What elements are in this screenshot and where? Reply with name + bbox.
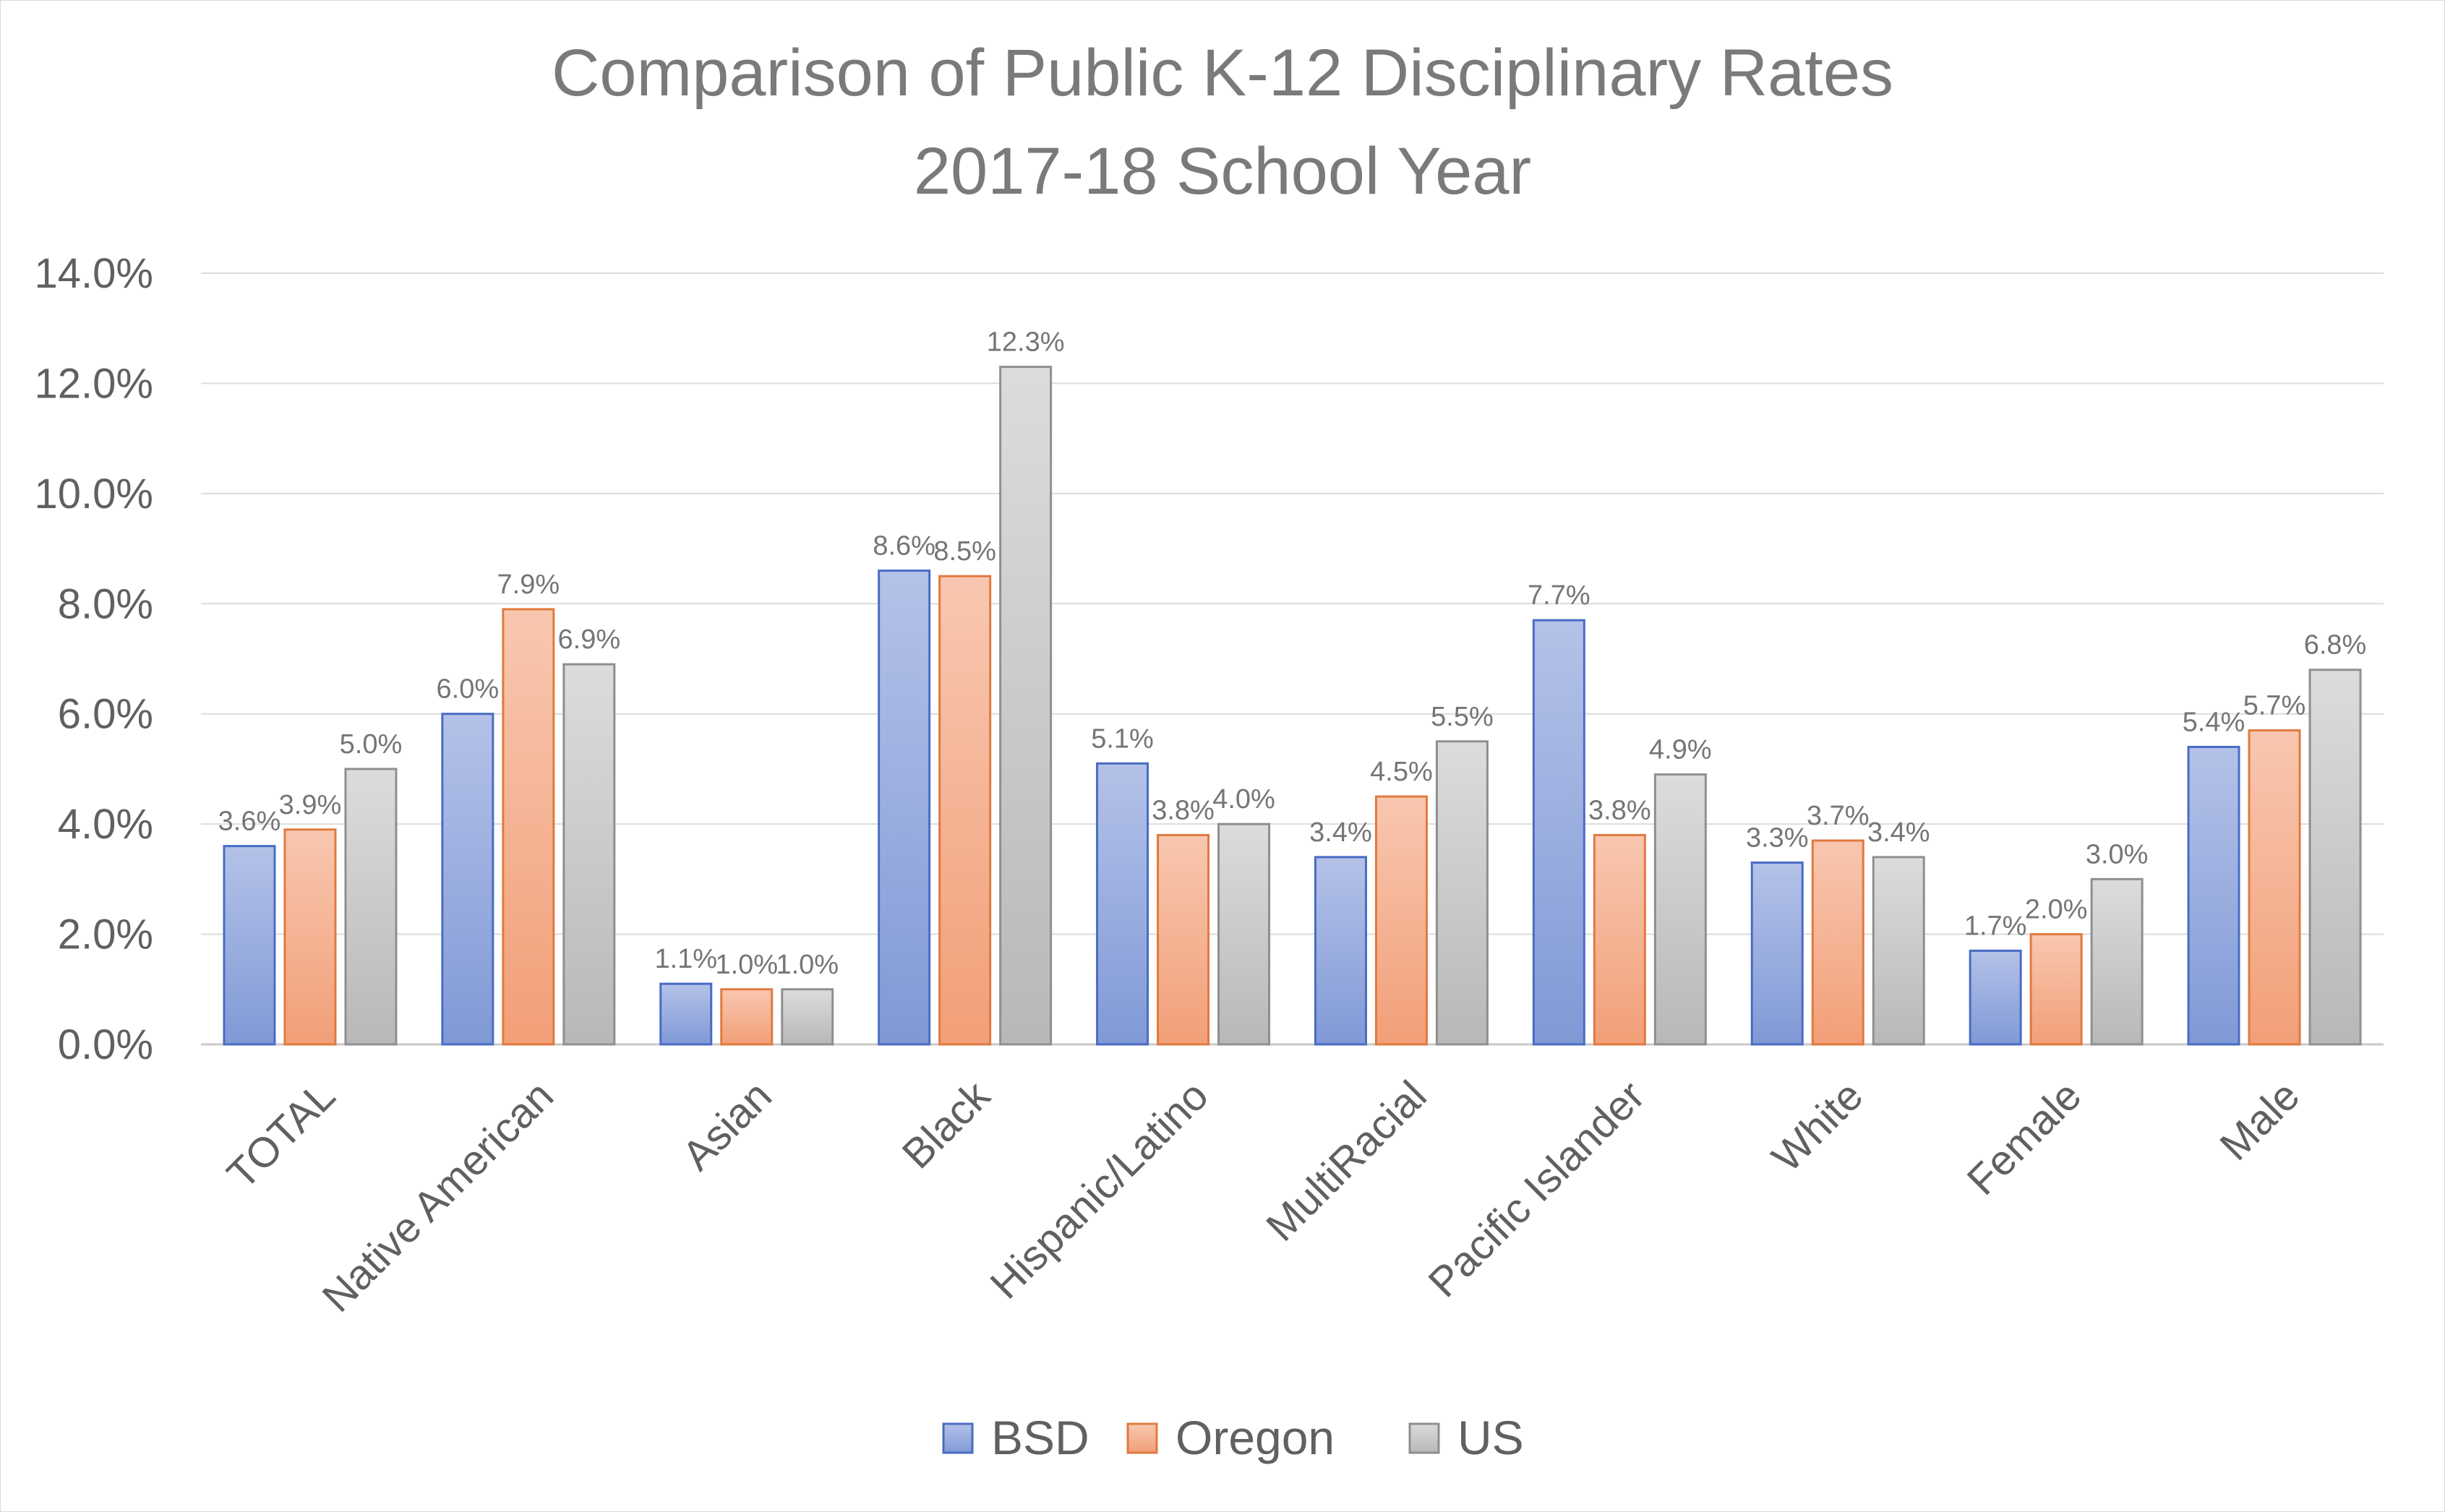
bar-us [1217, 822, 1271, 1046]
data-label: 3.8% [1152, 795, 1215, 825]
bar-us [999, 366, 1053, 1046]
bar-oregon [283, 828, 337, 1046]
y-tick-label: 8.0% [58, 580, 153, 627]
bar-bsd [1750, 861, 1804, 1046]
data-label: 5.0% [340, 729, 403, 760]
x-category-label: Female [1958, 1072, 2091, 1204]
bar-oregon [1593, 833, 1646, 1046]
data-label: 7.7% [1528, 580, 1590, 611]
y-tick-label: 2.0% [58, 911, 153, 958]
data-label: 8.6% [873, 531, 935, 562]
bar-oregon [1157, 833, 1210, 1046]
data-label: 4.9% [1649, 735, 1712, 765]
data-label: 3.4% [1309, 817, 1372, 848]
bar-oregon [1811, 839, 1864, 1046]
data-label: 3.8% [1588, 795, 1651, 825]
x-category-label: MultiRacial [1257, 1072, 1436, 1250]
bar-us [1872, 856, 1925, 1046]
legend-swatch-oregon [1126, 1422, 1158, 1454]
data-label: 5.1% [1091, 723, 1154, 754]
bar-us [1435, 740, 1489, 1046]
bar-bsd [1096, 762, 1149, 1046]
data-label: 1.0% [715, 950, 778, 980]
legend-label-oregon: Oregon [1176, 1411, 1335, 1464]
x-category-label: White [1763, 1072, 1872, 1181]
bar-oregon [502, 608, 555, 1046]
legend-swatch-bsd [942, 1422, 974, 1454]
legend: BSD Oregon US [942, 1411, 1524, 1464]
bar-bsd [659, 982, 713, 1046]
data-label: 3.9% [279, 790, 342, 820]
x-category-label: Black [894, 1072, 1000, 1178]
bar-bsd [1532, 619, 1585, 1046]
bar-oregon [720, 988, 774, 1046]
data-label: 4.5% [1370, 757, 1433, 787]
data-label: 5.7% [2243, 691, 2306, 721]
data-label: 5.5% [1431, 702, 1494, 732]
bar-us [781, 988, 834, 1046]
bar-us [1653, 773, 1707, 1046]
y-axis-ticks: 0.0% 2.0% 4.0% 6.0% 8.0% 10.0% 12.0% 14.0% [35, 250, 153, 1068]
bar-us [2308, 669, 2362, 1046]
data-label: 4.0% [1212, 784, 1275, 815]
x-category-label: Male [2211, 1072, 2308, 1169]
bar-bsd [1314, 856, 1367, 1046]
y-tick-label: 12.0% [35, 360, 153, 407]
y-tick-label: 4.0% [58, 801, 153, 848]
x-category-label: Asian [673, 1072, 781, 1180]
legend-label-bsd: BSD [991, 1411, 1089, 1464]
bar-bsd [878, 570, 931, 1046]
data-label: 6.8% [2304, 630, 2367, 661]
data-label: 3.3% [1746, 822, 1809, 853]
data-labels: 3.6%3.9%5.0%6.0%7.9%6.9%1.1%1.0%1.0%8.6%… [218, 327, 2367, 980]
bar-us [562, 663, 616, 1046]
bar-oregon [2248, 729, 2301, 1046]
chart-title: Comparison of Public K-12 Disciplinary R… [552, 36, 1893, 110]
y-tick-label: 0.0% [58, 1021, 153, 1068]
bar-us [344, 768, 398, 1046]
y-tick-label: 6.0% [58, 691, 153, 738]
chart-subtitle: 2017-18 School Year [914, 134, 1531, 208]
data-label: 2.0% [2025, 895, 2088, 925]
bar-oregon [2029, 933, 2083, 1046]
x-category-label: Native American [313, 1072, 562, 1321]
bar-bsd [1969, 949, 2022, 1046]
bar-us [2090, 877, 2144, 1046]
bar-bsd [2187, 745, 2240, 1046]
y-tick-label: 10.0% [35, 471, 153, 517]
bar-oregon [1374, 795, 1428, 1046]
legend-swatch-us [1408, 1422, 1440, 1454]
data-label: 3.0% [2086, 839, 2149, 869]
data-label: 3.7% [1807, 801, 1870, 831]
data-label: 1.7% [1964, 911, 2027, 941]
legend-label-us: US [1457, 1411, 1524, 1464]
data-label: 1.1% [654, 944, 717, 974]
x-category-label: Hispanic/Latino [981, 1072, 1217, 1307]
bar-oregon [938, 575, 992, 1046]
data-label: 8.5% [933, 536, 996, 567]
data-label: 3.4% [1867, 817, 1930, 848]
x-category-label: TOTAL [218, 1072, 344, 1198]
data-label: 7.9% [497, 570, 560, 600]
data-label: 5.4% [2183, 707, 2245, 737]
bar-bsd [441, 713, 494, 1046]
data-label: 1.0% [776, 950, 839, 980]
data-label: 6.0% [437, 674, 500, 705]
data-label: 3.6% [218, 807, 281, 837]
data-label: 12.3% [987, 327, 1065, 358]
x-category-label: Pacific Islander [1419, 1072, 1653, 1306]
bar-bsd [223, 845, 276, 1046]
data-label: 6.9% [558, 624, 621, 655]
y-tick-label: 14.0% [35, 250, 153, 297]
bars [223, 366, 2362, 1046]
